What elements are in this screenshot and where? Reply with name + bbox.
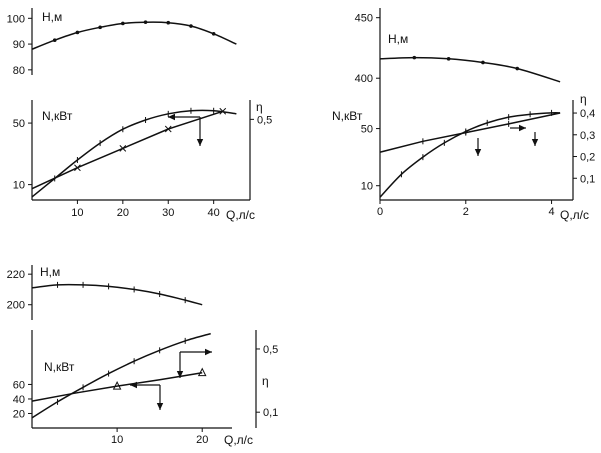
n-axis-label: N,кВт	[332, 109, 363, 123]
x-tick-label: 30	[162, 207, 174, 219]
eta-tick-label: 0,3	[580, 130, 595, 142]
n-axis-label: N,кВт	[44, 360, 75, 374]
series-h-point	[211, 31, 216, 36]
annotation-arrow-head	[531, 139, 539, 146]
series-h-curve	[379, 56, 561, 83]
h-axis-label: Н,м	[40, 265, 60, 279]
h-tick-label: 200	[7, 300, 25, 312]
eta-tick-label: 0,2	[580, 152, 595, 164]
h-tick-label: 80	[13, 65, 25, 77]
n-tick-label: 60	[13, 379, 25, 391]
series-eta-curve	[379, 112, 561, 153]
x-tick-label: 10	[111, 434, 123, 446]
n-tick-label: 10	[13, 180, 25, 192]
series-h-curve	[31, 283, 203, 306]
series-h-point	[189, 24, 193, 28]
series-eta-point	[74, 164, 81, 172]
series-h-point	[98, 25, 102, 30]
annotation-arrow-head	[176, 371, 184, 378]
eta-tick-label: 0,1	[580, 173, 595, 185]
series-eta-point	[219, 107, 227, 115]
annotation-arrow-down-head	[196, 139, 204, 146]
x-axis-label: Q,л/с	[224, 433, 253, 447]
series-h-point	[143, 20, 148, 24]
series-eta-curve	[31, 371, 203, 402]
series-h-point	[121, 21, 125, 26]
eta-axis-label: η	[580, 92, 587, 106]
x-tick-label: 40	[208, 207, 220, 219]
eta-axis-label: η	[262, 374, 269, 388]
h-tick-label: 450	[355, 13, 373, 25]
eta-tick-label: 0,4	[580, 108, 595, 120]
annotation-arrow-down-head	[474, 149, 482, 156]
eta-tick-label: 0,1	[263, 407, 278, 419]
h-tick-label: 400	[355, 73, 373, 85]
x-tick-label: 4	[548, 206, 554, 218]
series-eta-point	[112, 380, 122, 390]
series-n-curve	[31, 109, 237, 198]
chart-pump-3: Н,м N,кВт η Q,л/с 10 20 200 220 20 40 60 0,1 0,5	[7, 265, 278, 447]
n-tick-label: 40	[13, 394, 25, 406]
series-h-point	[481, 60, 485, 65]
n-tick-label: 10	[361, 181, 373, 193]
series-eta-point	[164, 125, 172, 133]
series-n-curve	[379, 112, 561, 198]
h-tick-label: 90	[13, 39, 25, 51]
h-axis-label: Н,м	[388, 32, 408, 46]
n-tick-label: 20	[13, 408, 25, 420]
series-h-point	[412, 55, 417, 60]
h-axis-label: Н,м	[42, 10, 62, 24]
eta-tick-label: 0,5	[257, 114, 272, 126]
annotation-arrow-head	[519, 124, 526, 132]
series-eta-point	[197, 367, 207, 377]
annotation-arrow-down-head	[156, 403, 164, 410]
annotation-arrow-head	[205, 348, 212, 356]
series-h-point	[75, 30, 80, 35]
h-tick-label: 100	[7, 13, 25, 25]
x-axis-label: Q,л/с	[560, 208, 589, 222]
chart-pump-2: Н,м N,кВт η Q,л/с 0 2 4 400 450 10 50 0,1 0,2 0,3 0,4	[332, 8, 595, 222]
series-h-point	[166, 20, 171, 25]
eta-axis-label: η	[256, 100, 263, 114]
series-n-curve	[31, 332, 211, 419]
chart-pump-1: Н,м N,кВт η Q,л/с 10 20 30 40 80 90 100 10 50 0,5	[7, 8, 272, 222]
annotation-arrow-left-head	[168, 113, 175, 121]
eta-tick-label: 0,5	[263, 344, 278, 356]
n-tick-label: 50	[13, 118, 25, 130]
n-axis-label: N,кВт	[42, 109, 73, 123]
x-tick-label: 0	[377, 206, 383, 218]
n-tick-label: 50	[361, 124, 373, 136]
series-h-point	[52, 38, 57, 43]
x-axis-label: Q,л/с	[226, 208, 255, 222]
x-tick-label: 20	[196, 434, 208, 446]
h-tick-label: 220	[7, 269, 25, 281]
annotation-arrow-left-head	[130, 381, 137, 389]
x-tick-label: 10	[71, 207, 83, 219]
series-eta-point	[119, 145, 127, 152]
x-tick-label: 2	[463, 206, 469, 218]
x-tick-label: 20	[117, 207, 129, 219]
series-h-point	[446, 57, 451, 61]
series-h-curve	[31, 21, 237, 50]
series-h-point	[515, 66, 520, 71]
